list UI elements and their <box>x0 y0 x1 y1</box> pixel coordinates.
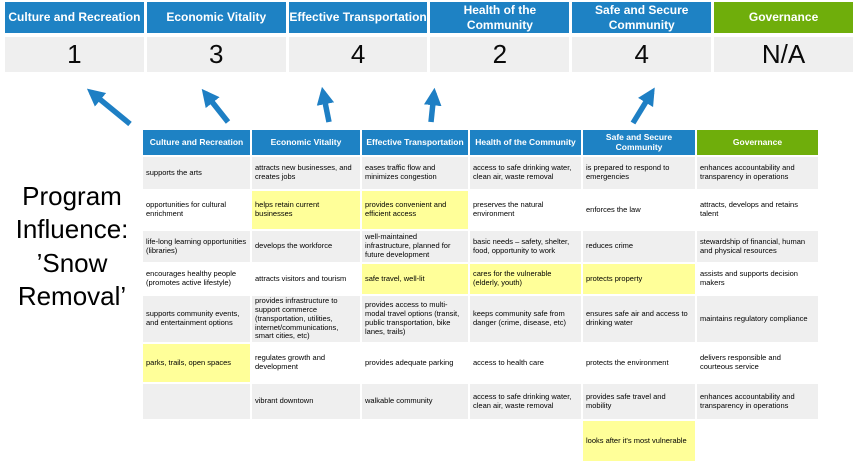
matrix-cell: protects the environment <box>583 344 695 383</box>
category-header-safe-and-secure-community: Safe and Secure Community <box>572 2 712 33</box>
matrix-cell-highlighted: eases traffic flow and minimizes congest… <box>362 157 468 189</box>
matrix-cell-highlighted: provides infrastructure to support comme… <box>252 296 360 343</box>
matrix-cell: vibrant downtown <box>252 384 360 420</box>
category-score-culture-and-recreation: 1 <box>5 37 144 72</box>
category-score-governance: N/A <box>714 37 853 72</box>
matrix-header-culture-and-recreation: Culture and Recreation <box>143 130 250 155</box>
matrix-row: opportunities for cultural enrichment hel… <box>143 191 818 229</box>
matrix-cell: attracts visitors and tourism <box>252 264 360 294</box>
up-arrow-icon <box>86 88 132 127</box>
matrix-cell: maintains regulatory compliance <box>697 296 818 343</box>
matrix-cell <box>252 421 360 462</box>
matrix-cell: enhances accountability and transparency… <box>697 384 818 420</box>
matrix-cell: delivers responsible and courteous servi… <box>697 344 818 383</box>
matrix-cell: attracts new businesses, and creates job… <box>252 157 360 189</box>
matrix-cell: opportunities for cultural enrichment <box>143 191 250 229</box>
matrix-row: supports community events, and entertain… <box>143 296 818 343</box>
matrix-cell <box>470 421 581 462</box>
matrix-cell: encourages healthy people (promotes acti… <box>143 264 250 294</box>
matrix-row: looks after it's most vulnerable <box>143 421 818 462</box>
matrix-header-effective-transportation: Effective Transportation <box>362 130 468 155</box>
matrix-cell-highlighted: safe travel, well-lit <box>362 264 468 294</box>
matrix-cell <box>697 421 818 462</box>
matrix-cell-highlighted: cares for the vulnerable (elderly, youth… <box>470 264 581 294</box>
matrix-cell: attracts, develops and retains talent <box>697 191 818 229</box>
matrix-cell: stewardship of financial, human and phys… <box>697 231 818 262</box>
category-score-effective-transportation: 4 <box>288 37 428 72</box>
category-header-effective-transportation: Effective Transportation <box>288 2 428 33</box>
matrix-cell-highlighted: provides convenient and efficient access <box>362 191 468 229</box>
matrix-row: supports the arts attracts new businesses… <box>143 157 818 189</box>
category-header-culture-and-recreation: Culture and Recreation <box>5 2 144 33</box>
up-arrow-icon <box>316 86 335 123</box>
matrix-row: encourages healthy people (promotes acti… <box>143 264 818 294</box>
matrix-row: life-long learning opportunities (librar… <box>143 231 818 262</box>
matrix-row: vibrant downtown walkable community access… <box>143 384 818 420</box>
matrix-row: parks, trails, open spaces regulates grow… <box>143 344 818 383</box>
matrix-cell-highlighted: provides safe travel and mobility <box>583 384 695 420</box>
matrix-cell <box>143 384 250 420</box>
matrix-cell-highlighted: is prepared to respond to emergencies <box>583 157 695 189</box>
up-arrow-icon <box>201 88 231 124</box>
matrix-cell: supports community events, and entertain… <box>143 296 250 343</box>
matrix-cell: enhances accountability and transparency… <box>697 157 818 189</box>
matrix-cell-highlighted: provides access to multi-modal travel op… <box>362 296 468 343</box>
matrix-cell: access to health care <box>470 344 581 383</box>
matrix-cell: walkable community <box>362 384 468 420</box>
matrix-header-health-of-the-community: Health of the Community <box>470 130 581 155</box>
matrix-header-governance: Governance <box>697 130 818 155</box>
matrix-cell: develops the workforce <box>252 231 360 262</box>
matrix-cell: well-maintained infrastructure, planned … <box>362 231 468 262</box>
category-score-economic-vitality: 3 <box>146 37 286 72</box>
matrix-header-row: Culture and Recreation Economic Vitality E… <box>143 130 818 155</box>
up-arrow-icon <box>423 87 442 123</box>
influence-matrix-table: Culture and Recreation Economic Vitality E… <box>141 128 820 463</box>
matrix-cell: reduces crime <box>583 231 695 262</box>
matrix-cell: assists and supports decision makers <box>697 264 818 294</box>
matrix-cell <box>362 421 468 462</box>
matrix-cell-highlighted: helps retain current businesses <box>252 191 360 229</box>
matrix-cell: access to safe drinking water, clean air… <box>470 384 581 420</box>
matrix-header-safe-and-secure-community: Safe and Secure Community <box>583 130 695 155</box>
category-header-governance: Governance <box>714 2 853 33</box>
category-score-health-of-the-community: 2 <box>430 37 570 72</box>
matrix-cell: life-long learning opportunities (librar… <box>143 231 250 262</box>
matrix-cell <box>143 421 250 462</box>
matrix-cell-highlighted: looks after it's most vulnerable <box>583 421 695 462</box>
matrix-cell-highlighted: keeps community safe from danger (crime,… <box>470 296 581 343</box>
program-influence-label: Program Influence: ’Snow Removal’ <box>15 181 129 311</box>
matrix-cell: enforces the law <box>583 191 695 229</box>
matrix-cell: ensures safe air and access to drinking … <box>583 296 695 343</box>
matrix-cell-highlighted: parks, trails, open spaces <box>143 344 250 383</box>
matrix-cell: provides adequate parking <box>362 344 468 383</box>
matrix-cell-highlighted: basic needs – safety, shelter, food, opp… <box>470 231 581 262</box>
category-scoreboard: Culture and Recreation Economic Vitality E… <box>5 2 853 72</box>
matrix-cell: supports the arts <box>143 157 250 189</box>
up-arrow-icon <box>630 87 655 125</box>
category-score-safe-and-secure-community: 4 <box>572 37 712 72</box>
matrix-cell: regulates growth and development <box>252 344 360 383</box>
category-header-health-of-the-community: Health of the Community <box>430 2 570 33</box>
matrix-cell: access to safe drinking water, clean air… <box>470 157 581 189</box>
matrix-cell-highlighted: protects property <box>583 264 695 294</box>
matrix-cell: preserves the natural environment <box>470 191 581 229</box>
matrix-header-economic-vitality: Economic Vitality <box>252 130 360 155</box>
category-header-economic-vitality: Economic Vitality <box>146 2 286 33</box>
